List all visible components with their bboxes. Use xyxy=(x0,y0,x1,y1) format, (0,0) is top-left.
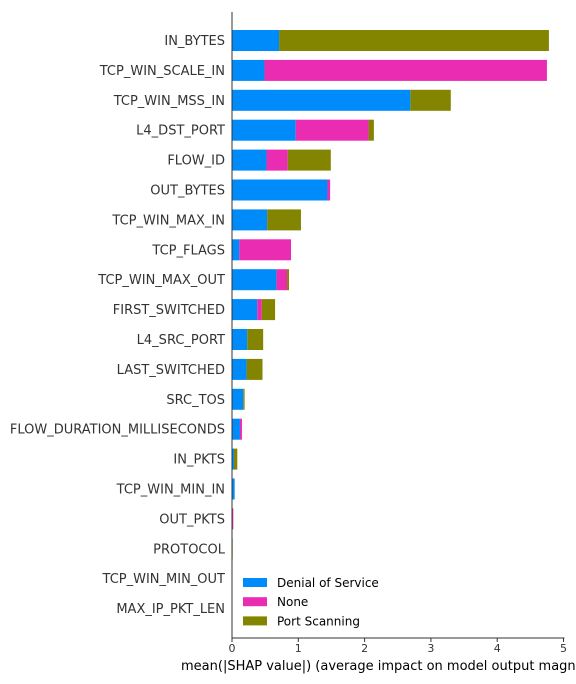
legend: Denial of Service None Port Scanning xyxy=(243,576,379,628)
y-tick-label: SRC_TOS xyxy=(166,393,225,408)
x-tick-label: 2 xyxy=(361,642,368,655)
x-axis-label: mean(|SHAP value|) (average impact on mo… xyxy=(181,659,576,674)
x-tick-label: 4 xyxy=(494,642,501,655)
bar-segment xyxy=(232,329,248,350)
legend-swatch xyxy=(243,597,267,607)
y-tick-label: FIRST_SWITCHED xyxy=(113,303,225,318)
bar-segment xyxy=(295,119,369,141)
bar-segment xyxy=(232,478,235,500)
y-tick-label: TCP_WIN_MSS_IN xyxy=(113,94,225,109)
bar-segment xyxy=(232,30,280,51)
x-tick-label: 1 xyxy=(295,642,302,655)
y-tick-label: TCP_WIN_SCALE_IN xyxy=(99,64,225,79)
y-tick-label: IN_BYTES xyxy=(164,34,225,49)
y-tick-label: OUT_BYTES xyxy=(150,184,225,199)
bar-segment xyxy=(267,209,301,231)
bar-segment xyxy=(261,299,276,321)
x-tick-label: 5 xyxy=(560,642,567,655)
bar-segment xyxy=(327,179,331,201)
y-tick-label: OUT_PKTS xyxy=(159,512,225,527)
bar-segment xyxy=(276,269,288,291)
y-tick-label: L4_SRC_PORT xyxy=(137,333,225,348)
legend-swatch xyxy=(243,578,267,587)
y-tick-label: L4_DST_PORT xyxy=(136,124,225,139)
x-ticks: 0 1 2 3 4 5 xyxy=(229,638,567,655)
y-tick-label: PROTOCOL xyxy=(153,542,226,557)
legend-label: Denial of Service xyxy=(277,576,379,590)
bar-segment xyxy=(239,239,292,261)
legend-label: Port Scanning xyxy=(277,614,360,628)
y-tick-label: IN_PKTS xyxy=(173,453,225,468)
bar-segment xyxy=(239,418,242,440)
bar-segment xyxy=(232,149,267,171)
bar-segment xyxy=(247,329,264,350)
bar-segment xyxy=(232,239,240,261)
bar-segment xyxy=(257,299,262,321)
x-tick-label: 3 xyxy=(427,642,434,655)
bar-segment xyxy=(232,388,244,410)
bar-segment xyxy=(232,119,296,141)
y-tick-label: LAST_SWITCHED xyxy=(117,363,225,378)
bar-segment xyxy=(232,358,247,380)
y-tick-label: TCP_WIN_MAX_OUT xyxy=(97,273,225,288)
bar-segment xyxy=(233,448,238,470)
bar-segment xyxy=(232,269,277,291)
bar-segment xyxy=(232,59,265,81)
bar-segment xyxy=(264,59,547,81)
bar-segment xyxy=(232,89,411,111)
legend-swatch xyxy=(243,616,267,626)
bars-layer xyxy=(232,30,549,560)
y-tick-label: TCP_WIN_MIN_IN xyxy=(116,483,225,498)
bar-segment xyxy=(246,358,263,380)
bar-segment xyxy=(232,448,234,470)
bar-segment xyxy=(287,269,290,291)
legend-label: None xyxy=(277,595,308,609)
bar-segment xyxy=(368,119,374,141)
bar-segment xyxy=(232,179,328,201)
bar-segment xyxy=(266,149,288,171)
x-tick-label: 0 xyxy=(229,642,236,655)
bar-segment xyxy=(232,209,268,231)
bar-segment xyxy=(243,388,245,410)
y-tick-label: TCP_FLAGS xyxy=(151,243,225,258)
y-tick-label: FLOW_ID xyxy=(167,154,225,169)
y-tick-label: TCP_WIN_MAX_IN xyxy=(111,213,225,228)
y-tick-label: FLOW_DURATION_MILLISECONDS xyxy=(10,423,225,438)
bar-segment xyxy=(279,30,549,51)
bar-segment xyxy=(287,149,331,171)
y-tick-labels: IN_BYTES TCP_WIN_SCALE_IN TCP_WIN_MSS_IN L4… xyxy=(10,34,226,617)
bar-segment xyxy=(410,89,451,111)
bar-segment xyxy=(232,299,258,321)
bar-segment xyxy=(232,508,234,530)
y-tick-label: MAX_IP_PKT_LEN xyxy=(116,602,225,617)
bar-segment xyxy=(232,418,240,440)
y-tick-label: TCP_WIN_MIN_OUT xyxy=(102,572,226,587)
